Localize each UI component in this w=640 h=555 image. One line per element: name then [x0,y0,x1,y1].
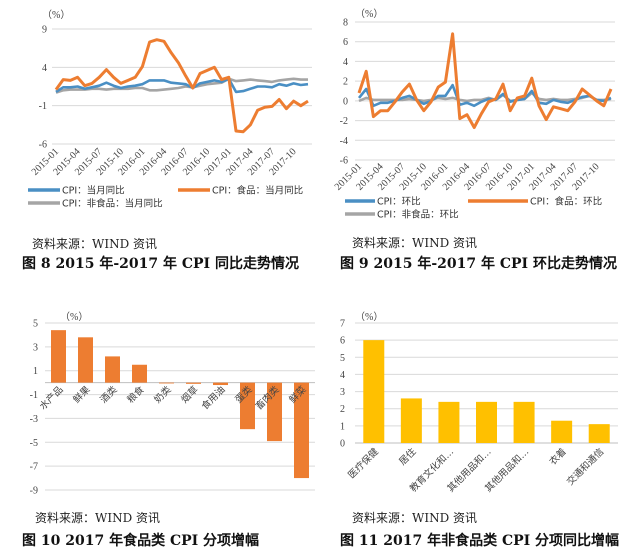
unit-label: （%） [355,8,383,20]
y-tick-label: 9 [42,25,47,36]
bar [78,337,93,383]
legend-label: CPI：非食品：当月同比 [62,198,163,210]
chart-2: 531-1-3-5-7-9（%）水产品 鲜果 酒类 粮食 奶类 烟草 食用油 蛋类 畜肉类 鲜菜资… [22,311,315,549]
unit-label: （%） [60,311,88,323]
figure-caption: 图 10 2017 年食品类 CPI 分项增幅 [22,532,259,549]
bar [132,364,147,383]
category-label: 居住 [397,445,419,467]
bar [240,382,255,430]
series-line-2 [55,77,308,94]
bar [363,340,385,443]
y-tick-label: -5 [30,438,38,449]
category-label: 食用油 [199,384,228,413]
figure-caption: 图 9 2015 年-2017 年 CPI 环比走势情况 [340,255,617,272]
y-tick-label: -4 [340,136,348,147]
y-tick-label: 3 [340,387,345,398]
legend-label: CPI：食品：环比 [530,196,602,208]
bar [213,382,228,386]
bar [438,401,460,443]
category-label: 酒类 [98,383,120,405]
y-tick-label: -1 [39,101,47,112]
source-note: 资料来源：WIND 资讯 [32,237,157,251]
y-tick-label: -1 [30,390,38,401]
y-tick-label: 0 [343,96,348,107]
legend-label: CPI：环比 [377,196,421,208]
series-line-0 [357,83,612,108]
y-tick-label: 4 [42,63,47,74]
category-label: 烟草 [179,384,201,406]
source-note: 资料来源：WIND 资讯 [35,511,160,525]
bar [551,420,573,443]
bar [294,382,309,479]
bar [476,401,497,443]
y-tick-label: 8 [343,18,348,29]
chart-0: 94-1-6（%）2015-012015-042015-072015-10201… [22,9,312,272]
series-line-0 [55,77,309,94]
y-tick-label: 4 [343,57,348,68]
unit-label: （%） [42,9,70,21]
y-tick-label: -9 [30,486,38,497]
y-tick-label: -7 [30,462,38,473]
y-tick-label: -3 [30,414,38,425]
y-tick-label: 0 [340,439,345,450]
y-tick-label: 6 [340,336,345,347]
category-label: 交通和通信 [564,446,606,488]
y-tick-label: -2 [340,116,348,127]
category-label: 医疗保健 [346,445,382,481]
y-tick-label: -6 [340,156,348,167]
legend-label: CPI：当月同比 [62,185,125,197]
category-label: 水产品 [37,384,66,413]
source-note: 资料来源：WIND 资讯 [352,236,477,250]
bar [400,398,422,443]
legend-label: CPI：食品：当月同比 [212,185,303,197]
series-line-1 [357,32,613,129]
y-tick-label: -6 [39,140,47,151]
y-tick-label: 2 [340,404,345,415]
legend-label: CPI：非食品：环比 [377,209,459,221]
category-label: 衣着 [547,446,569,468]
bar [105,356,120,383]
chart-1: 86420-2-4-6（%）2015-012015-042015-072015-… [333,8,617,272]
bar [513,401,535,443]
series-line-2 [358,91,612,103]
figure-caption: 图 11 2017 年非食品类 CPI 分项同比增幅 [340,532,619,549]
y-tick-label: 1 [340,421,345,432]
y-tick-label: 5 [340,353,345,364]
y-tick-label: 2 [343,77,348,88]
y-tick-label: 1 [33,366,38,377]
bar [588,424,610,443]
y-tick-label: 5 [33,319,38,330]
y-tick-label: 6 [343,37,348,48]
y-tick-label: 4 [340,370,345,381]
y-tick-label: 3 [33,342,38,353]
unit-label: （%） [355,311,383,323]
source-note: 资料来源：WIND 资讯 [352,511,477,525]
category-label: 奶类 [152,383,174,405]
bar [159,382,174,384]
category-label: 粮食 [125,383,147,405]
bar [267,382,282,442]
bar [51,330,66,383]
category-label: 鲜果 [71,383,93,405]
bar [186,382,201,384]
series-line-1 [54,38,309,134]
figure-caption: 图 8 2015 年-2017 年 CPI 同比走势情况 [22,255,299,272]
y-tick-label: 7 [340,319,345,330]
